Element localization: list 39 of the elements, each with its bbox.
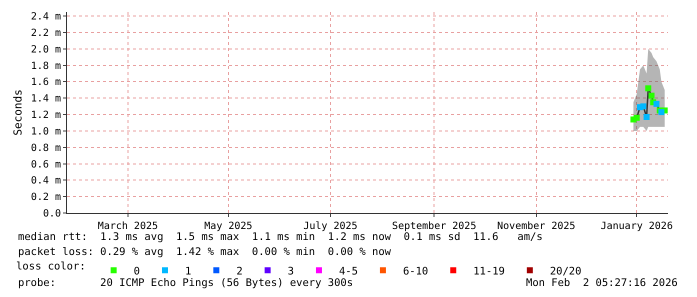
x-tick-label: January 2026 xyxy=(600,221,673,232)
text: packet loss: 0.29 % avg 1.42 % max 0.00 % min 0.00 % now xyxy=(18,246,392,258)
x-tick-label: July 2025 xyxy=(303,221,358,232)
y-tick-label: 2.2 m xyxy=(30,28,61,40)
y-tick-label: 1.0 m xyxy=(30,126,61,138)
x-tick-label: May 2025 xyxy=(204,221,252,232)
y-tick-label: 0.6 m xyxy=(30,159,61,170)
y-axis-title: Seconds xyxy=(12,89,25,136)
y-tick-label: 1.8 m xyxy=(30,60,61,72)
y-tick-label: 1.2 m xyxy=(30,110,61,122)
text: Mon Feb 2 05:27:16 2026 xyxy=(526,277,678,289)
legend-title: loss color: xyxy=(16,260,86,272)
y-tick-label: 0.8 m xyxy=(30,142,61,154)
legend-label: 11-19 xyxy=(473,265,505,278)
y-tick-label: 1.6 m xyxy=(30,77,61,88)
legend-label: 1 xyxy=(184,265,192,278)
y-tick-label: 1.4 m xyxy=(30,94,61,105)
point xyxy=(645,85,652,92)
point xyxy=(653,100,660,107)
point xyxy=(648,92,655,99)
x-tick-label: September 2025 xyxy=(392,221,476,232)
y-tick-label: 2.0 m xyxy=(30,44,61,56)
legend-label: 4-5 xyxy=(338,265,358,278)
point xyxy=(640,103,646,110)
x-tick-label: March 2025 xyxy=(98,221,158,232)
y-tick-label: 2.4 m xyxy=(30,12,61,23)
point xyxy=(634,114,640,121)
text: probe: 20 ICMP Echo Pings (56 Bytes) every 300s xyxy=(18,277,354,289)
x-tick-label: November 2025 xyxy=(497,221,576,232)
y-tick-label: 0.0 xyxy=(42,208,61,220)
legend-label: 3 xyxy=(288,265,294,278)
text: median rtt: 1.3 ms avg 1.5 ms max 1.1 ms min 1.2 ms now 0.1 ms sd 11.6 am/s xyxy=(18,231,543,243)
legend-label: 20/20 xyxy=(550,265,582,278)
point xyxy=(644,114,650,120)
y-tick-label: 0.4 m xyxy=(30,176,61,187)
legend-label: 0 xyxy=(134,265,140,278)
y-tick-label: 0.2 m xyxy=(30,192,61,204)
legend-label: 6-10 xyxy=(402,265,428,278)
legend-label: 2 xyxy=(236,265,243,278)
